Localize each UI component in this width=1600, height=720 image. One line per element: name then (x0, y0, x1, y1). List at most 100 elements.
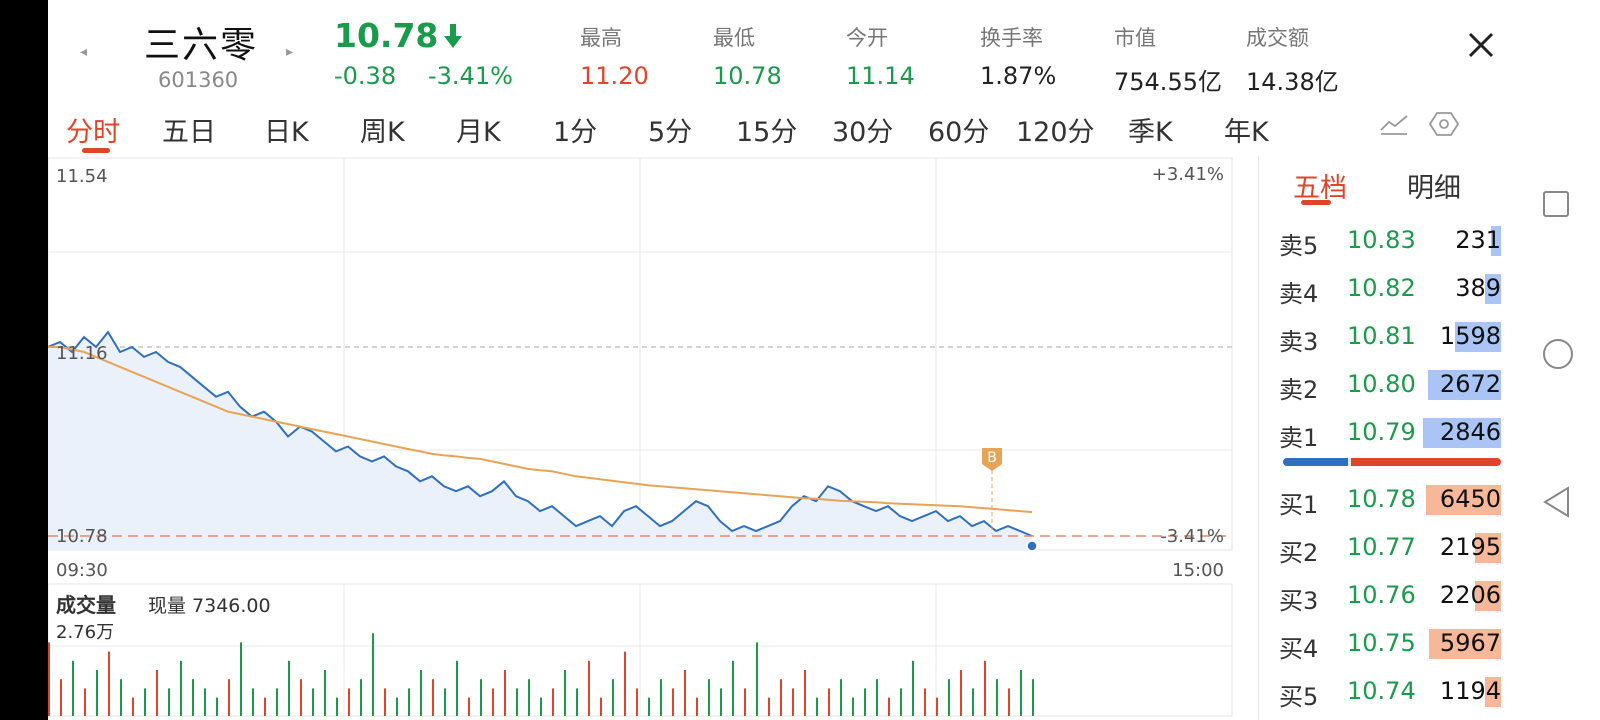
orderbook-label: 卖3 (1279, 328, 1319, 356)
volume-bar (936, 697, 938, 716)
volume-bar (864, 688, 866, 716)
orderbook-volume: 231 (1455, 226, 1501, 254)
volume-bar (732, 660, 734, 716)
tab-12[interactable]: 年K (1224, 117, 1269, 148)
tab-0[interactable]: 分时 (66, 117, 120, 148)
volume-bar (504, 670, 506, 716)
price-change: -0.38 (334, 62, 397, 90)
volume-bar (840, 679, 842, 716)
tab-10[interactable]: 120分 (1016, 117, 1095, 148)
orderbook-volume: 1598 (1439, 322, 1501, 350)
tab-detail[interactable]: 明细 (1407, 173, 1461, 204)
orderbook-volume: 2195 (1439, 533, 1501, 561)
volume-bar (636, 688, 638, 716)
prev-stock-icon[interactable]: ◂ (80, 44, 88, 60)
tab-1[interactable]: 五日 (162, 117, 216, 148)
tab-8[interactable]: 30分 (832, 117, 894, 148)
volume-bar (780, 679, 782, 716)
volume-bar (288, 660, 290, 716)
volume-bar (372, 633, 374, 716)
stat-label: 今开 (846, 26, 888, 50)
tab-6[interactable]: 5分 (648, 117, 693, 148)
orderbook-row-卖1[interactable]: 卖1 10.79 2846 (1259, 414, 1524, 454)
down-arrow-icon (444, 24, 462, 48)
orderbook-price: 10.77 (1347, 533, 1416, 561)
orderbook-row-卖3[interactable]: 卖3 10.81 1598 (1259, 318, 1524, 358)
volume-bar (612, 679, 614, 716)
volume-bar (300, 679, 302, 716)
orderbook-row-卖4[interactable]: 卖4 10.82 389 (1259, 270, 1524, 310)
orderbook-row-买2[interactable]: 买2 10.77 2195 (1259, 529, 1524, 569)
volume-bar (1429, 629, 1501, 659)
volume-bar (360, 679, 362, 716)
tab-9[interactable]: 60分 (928, 117, 990, 148)
hexagon-settings-icon[interactable] (1428, 110, 1460, 138)
orderbook-label: 买5 (1279, 683, 1319, 711)
intraday-chart[interactable]: B 11.54 11.16 10.78 +3.41% -3.41% 09:30 15:00 成交… (48, 156, 1258, 720)
next-stock-icon[interactable]: ▸ (286, 44, 294, 60)
volume-bar (276, 688, 278, 716)
volume-bar (1428, 370, 1501, 400)
volume-title: 成交量 (56, 593, 116, 617)
chart-settings-icon[interactable] (1378, 110, 1410, 138)
orderbook-label: 买1 (1279, 491, 1319, 519)
volume-bar (1426, 485, 1501, 515)
volume-bar (192, 679, 194, 716)
volume-bar (876, 679, 878, 716)
tab-11[interactable]: 季K (1128, 117, 1173, 148)
tab-7[interactable]: 15分 (736, 117, 798, 148)
tab-3[interactable]: 周K (360, 117, 405, 148)
orderbook-row-买3[interactable]: 买3 10.76 2206 (1259, 577, 1524, 617)
tab-4[interactable]: 月K (456, 117, 501, 148)
stock-app: ◂ ▸ 三六零 601360 10.78 -0.38 -3.41% B 11.54… (48, 0, 1524, 720)
volume-bar (720, 688, 722, 716)
back-icon[interactable] (1542, 486, 1572, 518)
volume-bar (540, 697, 542, 716)
volume-bar (420, 670, 422, 716)
volume-bar (984, 660, 986, 716)
volume-bar (468, 697, 470, 716)
volume-bar (516, 688, 518, 716)
orderbook-tab-indicator (1301, 200, 1331, 205)
volume-bar (972, 688, 974, 716)
tab-2[interactable]: 日K (264, 117, 309, 148)
stat-label: 成交额 (1246, 26, 1309, 50)
orderbook-row-卖2[interactable]: 卖2 10.80 2672 (1259, 366, 1524, 406)
pct-bottom-label: -3.41% (1160, 526, 1224, 547)
time-start-label: 09:30 (56, 560, 108, 581)
buy-marker-label: B (987, 450, 997, 466)
orderbook-price: 10.83 (1347, 226, 1416, 254)
volume-bar (84, 688, 86, 716)
volume-bar (1475, 533, 1501, 563)
volume-bar (180, 660, 182, 716)
orderbook-volume: 2672 (1439, 370, 1501, 398)
home-icon[interactable] (1542, 338, 1574, 370)
recent-apps-icon[interactable] (1542, 190, 1570, 218)
volume-bar (696, 697, 698, 716)
volume-bar (408, 688, 410, 716)
volume-bar (684, 670, 686, 716)
volume-bar (204, 688, 206, 716)
stat-value: 754.55亿 (1114, 68, 1222, 96)
orderbook-row-买4[interactable]: 买4 10.75 5967 (1259, 625, 1524, 665)
orderbook-price: 10.79 (1347, 418, 1416, 446)
tab-five-levels[interactable]: 五档 (1293, 173, 1347, 204)
volume-bar (912, 660, 914, 716)
volume-bar (444, 688, 446, 716)
stock-code: 601360 (158, 68, 239, 92)
volume-bar (900, 688, 902, 716)
orderbook-label: 卖1 (1279, 424, 1319, 452)
active-tab-indicator (82, 148, 110, 153)
orderbook-row-买5[interactable]: 买5 10.74 1194 (1259, 673, 1524, 713)
volume-bar (660, 679, 662, 716)
volume-bar (588, 660, 590, 716)
orderbook-row-买1[interactable]: 买1 10.78 6450 (1259, 481, 1524, 521)
orderbook-volume: 2846 (1439, 418, 1501, 446)
close-icon[interactable] (1464, 28, 1498, 62)
volume-bar (492, 688, 494, 716)
orderbook-row-卖5[interactable]: 卖5 10.83 231 (1259, 222, 1524, 262)
volume-bar (624, 651, 626, 716)
volume-bar (312, 688, 314, 716)
tab-5[interactable]: 1分 (553, 117, 598, 148)
volume-bar (672, 688, 674, 716)
